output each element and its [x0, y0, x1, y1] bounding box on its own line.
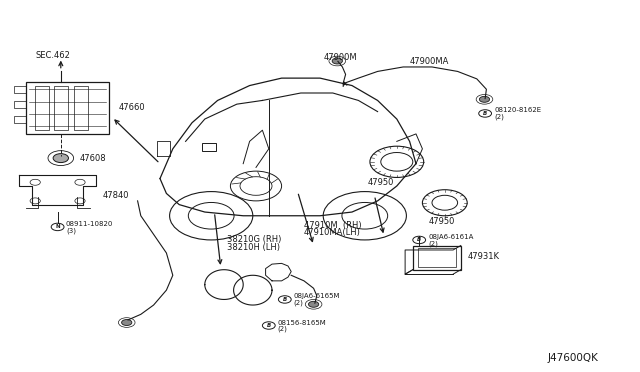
Bar	[413, 246, 461, 270]
Text: 47931K: 47931K	[467, 252, 499, 261]
Circle shape	[122, 320, 132, 326]
Bar	[418, 248, 456, 267]
Bar	[14, 86, 26, 93]
Text: 47910MA(LH): 47910MA(LH)	[304, 228, 361, 237]
Text: 47608: 47608	[80, 154, 107, 163]
Text: 38210H (LH): 38210H (LH)	[227, 243, 280, 252]
Text: (2): (2)	[278, 326, 287, 333]
Circle shape	[479, 96, 490, 102]
Text: 47900M: 47900M	[323, 53, 357, 62]
Text: SEC.462: SEC.462	[35, 51, 70, 60]
Text: B: B	[283, 297, 287, 302]
Bar	[74, 86, 88, 130]
Text: J47600QK: J47600QK	[547, 353, 598, 363]
Text: 08120-8162E: 08120-8162E	[494, 108, 541, 113]
Text: (2): (2)	[428, 240, 438, 247]
Text: (2): (2)	[494, 114, 504, 121]
Text: N: N	[55, 224, 60, 230]
Bar	[26, 82, 109, 134]
Bar	[202, 143, 216, 151]
Text: B: B	[267, 323, 271, 328]
Text: 08JA6-6161A: 08JA6-6161A	[428, 234, 474, 240]
Circle shape	[308, 301, 319, 307]
Text: 47950: 47950	[429, 217, 455, 226]
Circle shape	[332, 58, 342, 64]
Text: 08JA6-6165M: 08JA6-6165M	[294, 294, 340, 299]
Bar	[35, 86, 49, 130]
Text: 38210G (RH): 38210G (RH)	[227, 235, 282, 244]
Bar	[14, 101, 26, 108]
Text: B: B	[483, 111, 487, 116]
Text: (3): (3)	[66, 227, 76, 234]
Circle shape	[53, 154, 68, 163]
Text: B: B	[417, 237, 421, 243]
Bar	[54, 86, 68, 130]
Text: 47840: 47840	[102, 191, 129, 200]
Text: 47950: 47950	[368, 178, 394, 187]
Text: 47900MA: 47900MA	[410, 57, 449, 66]
Text: (2): (2)	[294, 300, 303, 307]
Text: 47660: 47660	[118, 103, 145, 112]
Bar	[14, 116, 26, 123]
Text: 08156-8165M: 08156-8165M	[278, 320, 326, 326]
Text: 47910M  (RH): 47910M (RH)	[304, 221, 362, 230]
Text: 08911-10820: 08911-10820	[66, 221, 113, 227]
